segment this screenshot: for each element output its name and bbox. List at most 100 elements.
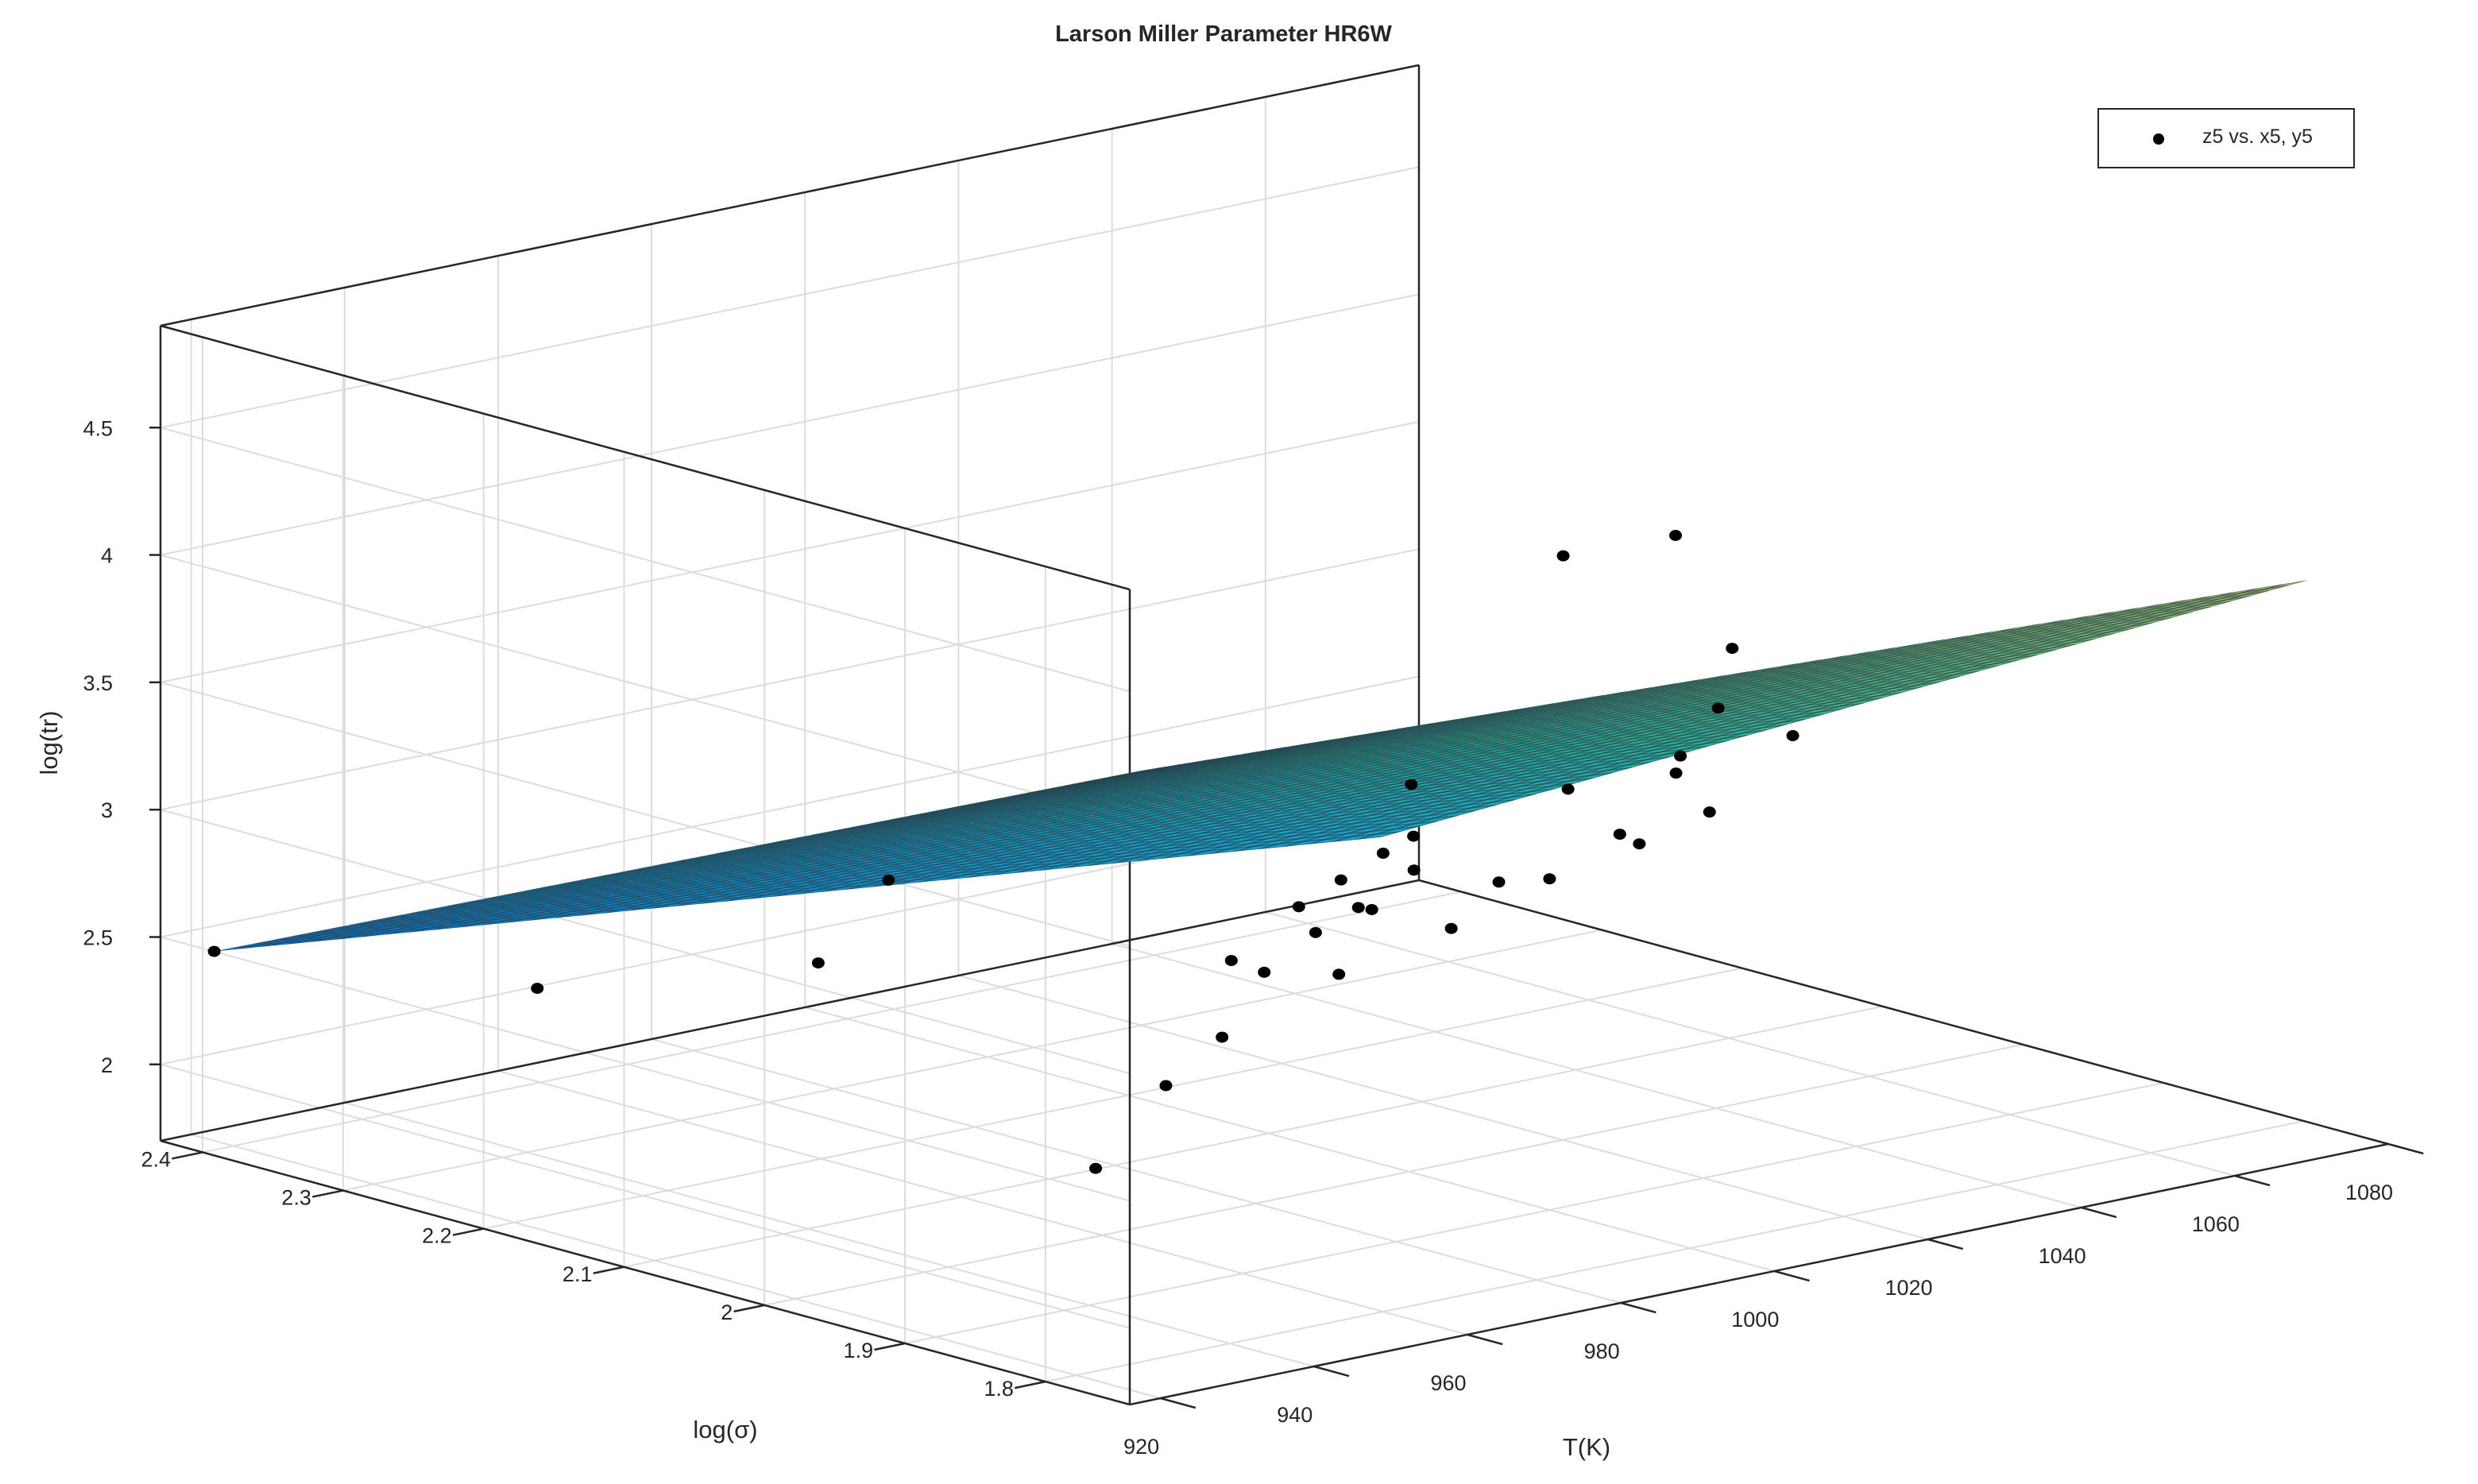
data-point: [1258, 966, 1271, 978]
data-point: [882, 874, 895, 886]
data-point: [1786, 730, 1800, 742]
data-points: [207, 529, 1800, 1174]
mesh-line-sigma: [349, 798, 1516, 926]
side-wall-grid-line: [160, 809, 1131, 1075]
floor-grid-line: [805, 1007, 1775, 1272]
x-tick-mark: [1927, 1238, 1964, 1250]
y-tick-mark: [1015, 1380, 1046, 1389]
mesh-line-sigma: [484, 761, 1652, 900]
floor-grid-line: [344, 1102, 1315, 1367]
mesh-line-sigma: [388, 788, 1555, 918]
x-tick-mark: [1620, 1301, 1657, 1314]
mesh-line-sigma: [1064, 601, 2231, 786]
data-point: [1669, 529, 1683, 541]
data-point: [1492, 876, 1506, 888]
mesh-line-sigma: [1122, 585, 2289, 775]
mesh-line-sigma: [813, 671, 1980, 836]
mesh-line-sigma: [832, 665, 1999, 832]
mesh-line-sigma: [426, 777, 1594, 911]
y-tick-label: 2.2: [422, 1224, 452, 1248]
y-tick-label: 2.4: [141, 1147, 171, 1171]
x-tick-label: 1060: [2192, 1212, 2240, 1236]
data-point: [1309, 926, 1322, 938]
mesh-line-sigma: [1044, 606, 2212, 790]
mesh-line-sigma: [581, 734, 1748, 881]
x-axis-label: T(K): [1563, 1433, 1610, 1461]
data-point: [1703, 806, 1716, 818]
side-wall-grid-line: [160, 554, 1131, 820]
mesh-line-sigma: [639, 718, 1806, 870]
data-point: [1556, 550, 1570, 562]
y-tick-mark: [172, 1151, 203, 1160]
x-tick-label: 960: [1430, 1371, 1466, 1395]
y-tick-label: 1.9: [844, 1339, 874, 1362]
y-tick-mark: [311, 1189, 344, 1198]
axis-box-edge: [160, 324, 1131, 591]
data-point: [1405, 779, 1418, 790]
mesh-line-sigma: [446, 772, 1613, 907]
mesh-line-sigma: [967, 628, 2134, 806]
back-wall-grid-line: [160, 166, 1420, 429]
data-point: [1543, 873, 1556, 885]
back-wall-grid-line: [160, 548, 1420, 811]
floor-grid-line: [1111, 943, 2082, 1208]
data-point: [1711, 702, 1725, 714]
floor-grid-line: [191, 1134, 1161, 1399]
legend: z5 vs. x5, y5: [2097, 108, 2355, 168]
mesh-line-sigma: [562, 740, 1729, 885]
mesh-line-sigma: [407, 783, 1574, 914]
legend-box: [2097, 108, 2355, 168]
mesh-line-sigma: [909, 643, 2077, 817]
data-point: [1376, 848, 1390, 860]
data-point: [811, 957, 825, 969]
data-point: [1089, 1162, 1103, 1174]
mesh-line-sigma: [677, 708, 1845, 862]
z-tick-label: 2: [101, 1053, 113, 1077]
x-tick-mark: [1467, 1333, 1503, 1346]
floor-grid-line: [497, 1070, 1468, 1335]
z-tick-label: 3.5: [83, 671, 113, 695]
y-tick-label: 1.8: [984, 1377, 1014, 1401]
x-tick-label: 1020: [1885, 1276, 1932, 1300]
floor-grid-line: [764, 1043, 2024, 1306]
x-tick-label: 1040: [2039, 1244, 2086, 1268]
mesh-line-sigma: [1025, 611, 2192, 794]
axis-box-edge: [1129, 1142, 2389, 1406]
data-point: [1669, 767, 1683, 779]
x-tick-mark: [2234, 1174, 2271, 1187]
mesh-line-sigma: [272, 820, 1439, 941]
floor-grid-line: [483, 967, 1742, 1230]
floor-grid-line: [624, 1005, 1883, 1268]
floor-grid-line: [342, 929, 1602, 1192]
x-tick-mark: [1160, 1397, 1196, 1409]
axis-box-edge: [160, 64, 1420, 327]
mesh-line-sigma: [504, 756, 1671, 896]
y-tick-label: 2.3: [281, 1186, 311, 1210]
y-tick-mark: [874, 1342, 906, 1351]
data-point: [1407, 864, 1421, 876]
mesh-line-sigma: [291, 815, 1459, 937]
y-tick-mark: [593, 1266, 624, 1275]
mesh-line-sigma: [774, 681, 1941, 843]
mesh-line-sigma: [600, 729, 1768, 877]
data-point: [1561, 783, 1575, 795]
back-wall-grid-line: [160, 675, 1420, 938]
fitted-surface: [214, 580, 2308, 952]
mesh-line-sigma: [369, 794, 1536, 922]
z-axis-label: log(tr): [35, 711, 63, 775]
axis-box-edge: [160, 1139, 1131, 1406]
mesh-line-sigma: [890, 649, 2057, 821]
data-point: [1224, 955, 1238, 967]
floor-grid-line: [904, 1082, 2164, 1344]
data-point: [207, 945, 221, 957]
z-tick-label: 4: [101, 544, 113, 568]
side-wall-grid-line: [160, 936, 1131, 1202]
mesh-line-sigma: [542, 745, 1710, 888]
x-tick-label: 940: [1277, 1403, 1312, 1427]
mesh-line-sigma: [755, 686, 1922, 847]
surface-mesh: [214, 580, 2308, 952]
z-tick-label: 2.5: [83, 926, 113, 950]
mesh-line-sigma: [697, 702, 1864, 858]
mesh-line-sigma: [311, 810, 1478, 933]
